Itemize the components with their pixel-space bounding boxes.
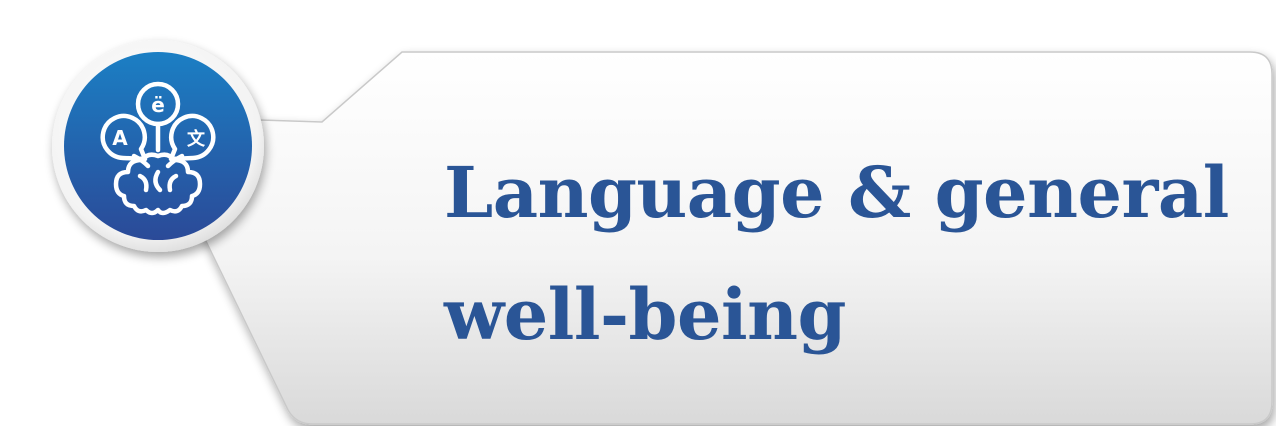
language-brain-icon xyxy=(100,81,216,216)
icon-glyph-wen: 文 xyxy=(187,128,206,150)
label-panel xyxy=(185,51,1273,425)
banner-title: Language & general well-being xyxy=(444,132,1254,376)
icon-glyph-e: ë xyxy=(151,93,165,117)
icon-glyph-a: A xyxy=(112,126,128,150)
banner-title-line-2: well-being xyxy=(444,273,846,356)
badge: A ë 文 xyxy=(52,40,264,252)
banner-title-line-1: Language & general xyxy=(444,151,1229,234)
